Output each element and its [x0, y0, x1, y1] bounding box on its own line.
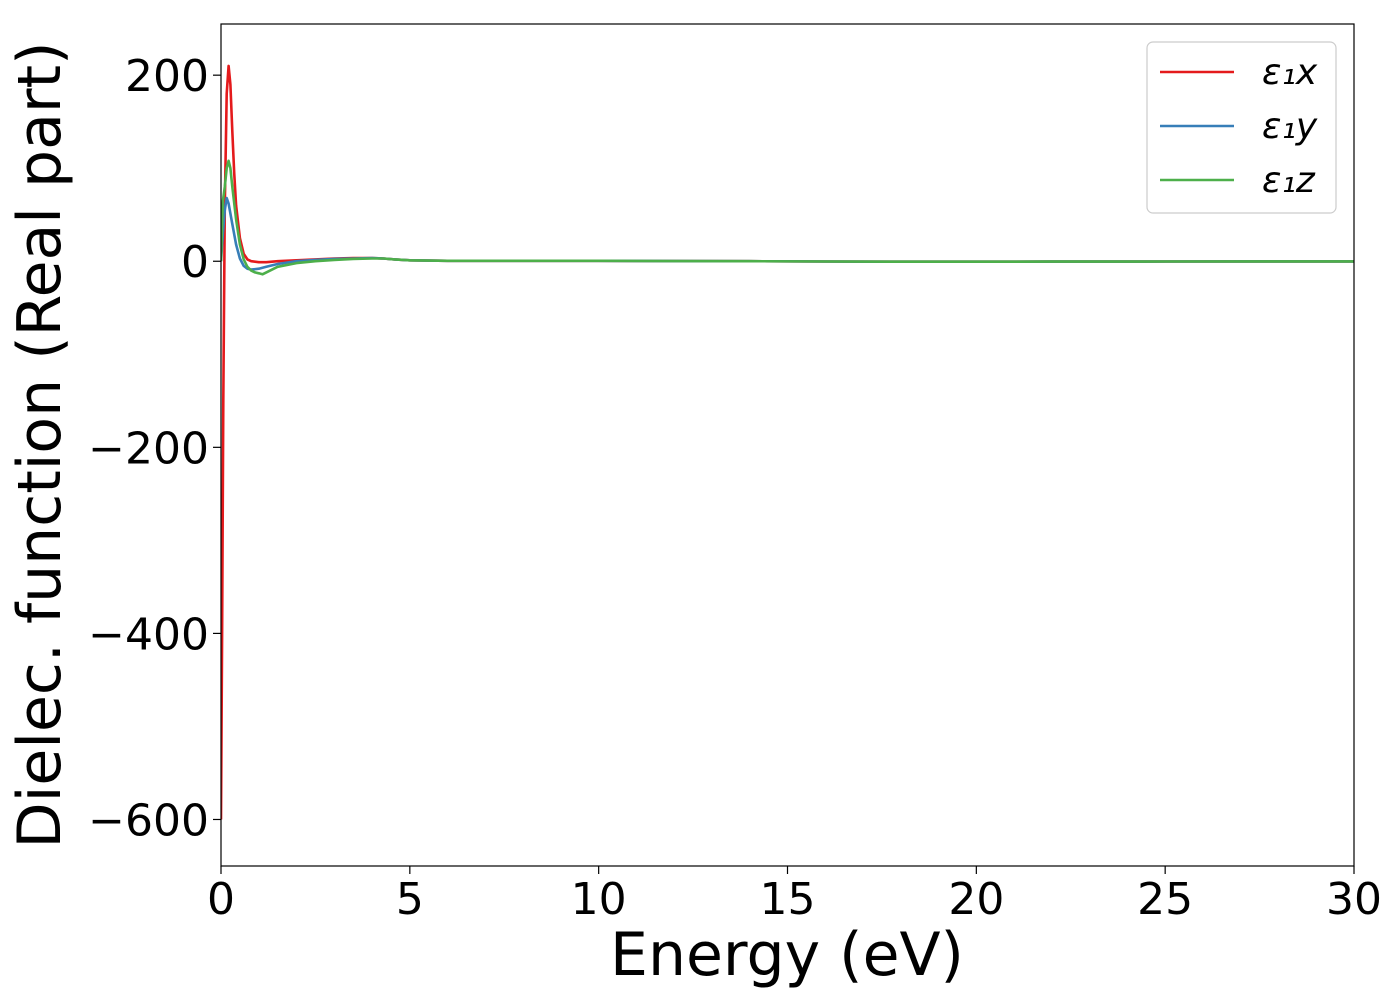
- x-tick-label: 5: [396, 874, 424, 925]
- x-tick-label: 20: [948, 874, 1004, 925]
- x-tick-label: 10: [571, 874, 627, 925]
- y-tick-label: 0: [181, 237, 209, 288]
- series-layer: [221, 64, 1354, 820]
- legend-frame: [1146, 41, 1337, 214]
- x-tick-label: 0: [207, 874, 235, 925]
- y-tick-label: −600: [88, 795, 209, 846]
- x-tick-label: 25: [1137, 874, 1193, 925]
- legend: ε₁x ε₁y ε₁z: [1146, 41, 1337, 214]
- y-tick-label: 200: [125, 51, 209, 102]
- x-tick-label: 30: [1326, 874, 1382, 925]
- y-axis-title: Dielec. function (Real part): [5, 42, 75, 849]
- x-axis: 0 5 10 15 20 25 30: [207, 866, 1382, 925]
- legend-label-2: ε₁y: [1262, 106, 1318, 147]
- legend-label-3: ε₁z: [1262, 160, 1316, 201]
- y-axis: −600 −400 −200 0 200: [88, 51, 221, 846]
- x-axis-title: Energy (eV): [610, 920, 964, 990]
- y-tick-label: −200: [88, 423, 209, 474]
- y-tick-label: −400: [88, 609, 209, 660]
- series-line-3: [221, 159, 1354, 276]
- x-tick-label: 15: [760, 874, 816, 925]
- legend-label-1: ε₁x: [1262, 52, 1318, 93]
